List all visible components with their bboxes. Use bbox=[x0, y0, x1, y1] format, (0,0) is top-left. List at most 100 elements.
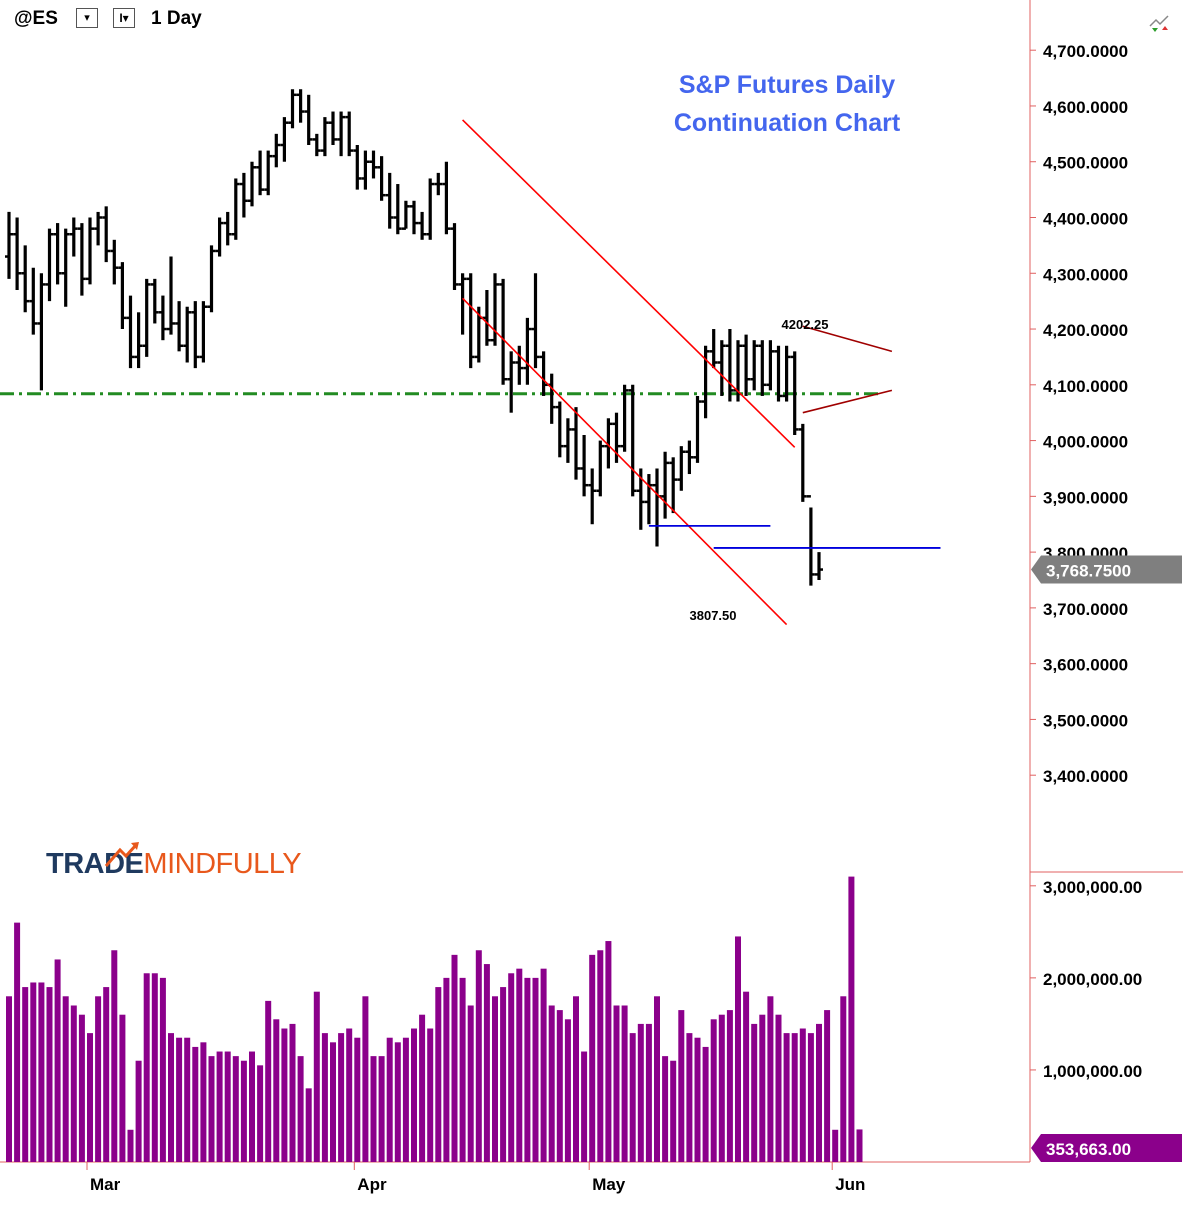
ohlc-bar bbox=[806, 495, 815, 586]
volume-bar bbox=[637, 1023, 644, 1162]
ohlc-bar bbox=[798, 423, 807, 502]
volume-axis: 3,000,000.00 2,000,000.00 1,000,000.00 353,… bbox=[1030, 878, 1182, 1162]
volume-bar bbox=[751, 1023, 758, 1162]
ohlc-bar bbox=[361, 150, 370, 190]
volume-bar bbox=[143, 973, 150, 1162]
channel-upper-line bbox=[462, 119, 796, 448]
volume-bar bbox=[597, 950, 604, 1162]
volume-bar bbox=[475, 950, 482, 1162]
interval-label[interactable]: 1 Day bbox=[151, 8, 202, 29]
volume-bar bbox=[848, 876, 855, 1162]
ohlc-bar bbox=[377, 156, 386, 201]
logo-trade-part1: TRA bbox=[46, 848, 105, 880]
chart-toolbar: @ES ▾ I▾ 1 Day bbox=[0, 0, 400, 36]
volume-bar bbox=[581, 1051, 588, 1162]
ohlc-bar bbox=[442, 161, 451, 235]
interval-dropdown-button[interactable]: I▾ bbox=[113, 8, 135, 28]
ohlc-bar bbox=[539, 351, 548, 396]
price-tick-label: 3,700.0000 bbox=[1043, 600, 1128, 619]
volume-bar bbox=[370, 1056, 377, 1162]
volume-bar bbox=[281, 1028, 288, 1162]
volume-bar bbox=[14, 922, 21, 1162]
symbol-label[interactable]: @ES bbox=[14, 8, 58, 29]
volume-bar bbox=[767, 996, 774, 1162]
ohlc-bar bbox=[69, 217, 78, 257]
ohlc-bar bbox=[77, 223, 86, 296]
ohlc-bar bbox=[29, 267, 38, 335]
ohlc-bar bbox=[401, 200, 410, 230]
volume-bar bbox=[726, 1010, 733, 1162]
volume-bar bbox=[135, 1060, 142, 1162]
symbol-dropdown-button[interactable]: ▾ bbox=[76, 8, 98, 28]
volume-bar bbox=[30, 982, 37, 1162]
volume-bar bbox=[265, 1000, 272, 1162]
volume-bar bbox=[346, 1028, 353, 1162]
volume-bar bbox=[775, 1014, 782, 1162]
ohlc-bar bbox=[491, 273, 499, 346]
ohlc-bar bbox=[312, 133, 321, 157]
ohlc-bar bbox=[272, 133, 281, 168]
volume-bar bbox=[791, 1033, 798, 1162]
price-tick-label: 4,600.0000 bbox=[1043, 98, 1128, 117]
volume-bar bbox=[321, 1033, 328, 1162]
volume-bar bbox=[435, 987, 442, 1162]
volume-bar bbox=[686, 1033, 693, 1162]
logo-mindfully: MINDFULLY bbox=[143, 848, 301, 880]
ohlc-bar bbox=[53, 223, 62, 285]
ohlc-bar bbox=[499, 278, 508, 385]
price-tick-label: 3,600.0000 bbox=[1043, 656, 1128, 675]
ohlc-bar bbox=[758, 340, 767, 396]
ohlc-bar bbox=[531, 273, 540, 369]
ohlc-bar bbox=[644, 474, 653, 525]
volume-bar bbox=[70, 1005, 77, 1162]
price-tick-label: 4,300.0000 bbox=[1043, 265, 1128, 284]
ohlc-bar bbox=[320, 117, 329, 157]
ohlc-bar bbox=[5, 211, 13, 279]
ohlc-bar bbox=[766, 340, 775, 391]
volume-bar bbox=[224, 1051, 231, 1162]
channel-lower-line bbox=[462, 297, 788, 626]
volume-bar bbox=[354, 1037, 361, 1162]
volume-bar bbox=[556, 1010, 563, 1162]
ohlc-bar bbox=[345, 111, 354, 157]
trendlines bbox=[462, 119, 941, 626]
volume-bar bbox=[168, 1033, 174, 1162]
volume-bar bbox=[483, 964, 490, 1162]
volume-bar bbox=[95, 996, 102, 1162]
ohlc-bar bbox=[434, 172, 443, 196]
volume-bar bbox=[232, 1056, 239, 1162]
volume-bar bbox=[524, 977, 531, 1162]
volume-bar bbox=[807, 1033, 814, 1162]
price-bars bbox=[5, 89, 823, 586]
volume-bar bbox=[516, 968, 523, 1162]
ohlc-bar bbox=[288, 89, 297, 129]
volume-bar bbox=[313, 991, 320, 1162]
ohlc-bar bbox=[426, 178, 435, 240]
volume-bar bbox=[192, 1046, 199, 1162]
ohlc-bar bbox=[21, 245, 30, 313]
ohlc-bar bbox=[215, 217, 224, 257]
time-tick-label: May bbox=[592, 1175, 626, 1194]
price-tick-label: 3,500.0000 bbox=[1043, 711, 1128, 730]
volume-bar bbox=[678, 1010, 685, 1162]
volume-bar bbox=[411, 1028, 417, 1162]
ohlc-bar bbox=[628, 384, 637, 497]
volume-bar bbox=[629, 1033, 636, 1162]
ohlc-bar bbox=[248, 161, 256, 207]
volume-bar bbox=[257, 1065, 264, 1162]
volume-bar bbox=[305, 1088, 312, 1162]
last-price-marker bbox=[1031, 555, 1182, 584]
volume-bar bbox=[87, 1033, 93, 1162]
ohlc-bar bbox=[677, 446, 686, 491]
chart-settings-icon[interactable] bbox=[1148, 12, 1172, 34]
volume-bar bbox=[467, 1005, 474, 1162]
volume-bar bbox=[799, 1028, 806, 1162]
volume-bar bbox=[564, 1019, 571, 1162]
ohlc-bar bbox=[239, 172, 248, 218]
last-price-label: 3,768.7500 bbox=[1046, 562, 1131, 581]
ohlc-bar bbox=[110, 239, 119, 285]
ohlc-bar bbox=[118, 262, 127, 330]
volume-bar bbox=[402, 1037, 409, 1162]
last-volume-marker bbox=[1031, 1134, 1182, 1162]
volume-bar bbox=[743, 991, 750, 1162]
